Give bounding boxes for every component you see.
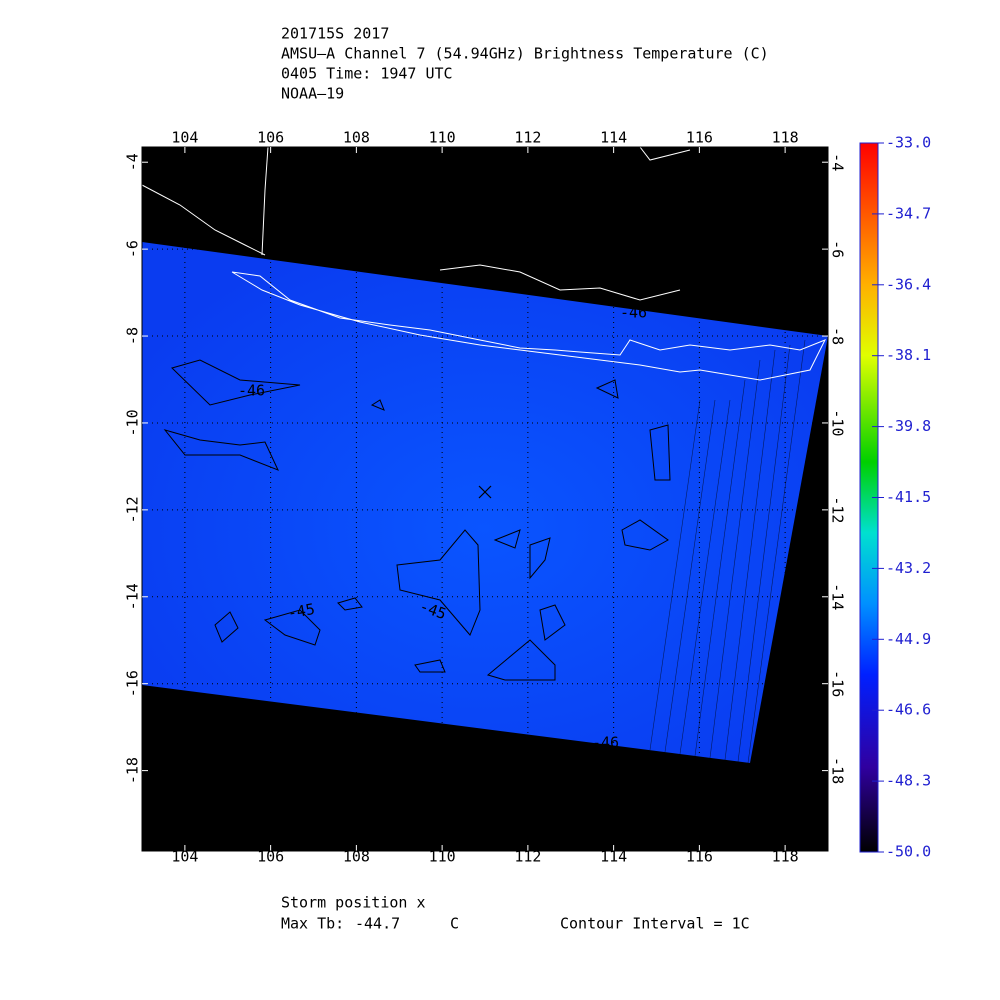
y-tick-label: -8: [124, 327, 142, 345]
y-tick-label: -18: [829, 757, 847, 784]
colorbar-label: -48.3: [886, 772, 931, 790]
y-tick-label: -6: [124, 240, 142, 258]
y-tick-label: -10: [829, 409, 847, 436]
y-tick-label: -14: [829, 583, 847, 610]
y-tick-label: -18: [124, 757, 142, 784]
footer-storm: Storm position x: [281, 894, 426, 912]
storm-marker: [478, 485, 492, 499]
y-tick-label: -10: [124, 409, 142, 436]
x-tick-label: 110: [429, 129, 456, 147]
header-line: 0405 Time: 1947 UTC: [281, 65, 453, 83]
header-line: AMSU–A Channel 7 (54.94GHz) Brightness T…: [281, 45, 769, 63]
header-line: NOAA–19: [281, 85, 344, 103]
swath: [142, 242, 828, 763]
x-tick-label: 108: [343, 129, 370, 147]
colorbar-label: -43.2: [886, 559, 931, 577]
x-tick-label: 112: [514, 848, 541, 866]
contour-label: -46: [620, 304, 647, 322]
header-line: 201715S 2017: [281, 25, 389, 43]
footer-max-value: -44.7: [355, 915, 400, 933]
y-tick-label: -6: [829, 240, 847, 258]
y-tick-label: -16: [829, 670, 847, 697]
contour-label: -46: [238, 382, 265, 400]
colorbar-label: -38.1: [886, 346, 931, 364]
x-tick-label: 118: [772, 848, 799, 866]
colorbar-label: -46.6: [886, 701, 931, 719]
colorbar-label: -39.8: [886, 417, 931, 435]
y-tick-label: -14: [124, 583, 142, 610]
x-tick-label: 118: [772, 129, 799, 147]
x-tick-label: 110: [429, 848, 456, 866]
colorbar-label: -33.0: [886, 134, 931, 152]
colorbar-ticks: -33.0 -34.7 -36.4 -38.1 -39.8 -41.5 -43.2 -44.9…: [872, 134, 931, 861]
footer-max-label: Max Tb:: [281, 915, 344, 933]
footer-contour: Contour Interval = 1C: [560, 915, 750, 933]
contours: [163, 359, 671, 681]
x-tick-label: 106: [257, 848, 284, 866]
x-tick-label: 104: [171, 848, 198, 866]
y-tick-label: -8: [829, 327, 847, 345]
contour-label: -45: [286, 600, 316, 622]
y-tick-label: -12: [124, 496, 142, 523]
colorbar-label: -34.7: [886, 204, 931, 222]
edge-hatching: [649, 339, 806, 764]
x-tick-label: 108: [343, 848, 370, 866]
y-tick-label: -4: [124, 153, 142, 171]
map-frame: [141, 146, 829, 852]
x-tick-label: 114: [600, 129, 627, 147]
y-tick-label: -12: [829, 496, 847, 523]
y-tick-label: -4: [829, 153, 847, 171]
colorbar-label: -41.5: [886, 488, 931, 506]
x-tick-label: 104: [171, 129, 198, 147]
coastline: [141, 146, 827, 381]
contour-label: -46: [592, 734, 619, 752]
x-tick-label: 116: [686, 129, 713, 147]
x-tick-label: 112: [514, 129, 541, 147]
colorbar-label: -44.9: [886, 630, 931, 648]
colorbar-label: -50.0: [886, 843, 931, 861]
colorbar-label: -36.4: [886, 275, 931, 293]
footer-unit: C: [450, 915, 459, 933]
y-tick-label: -16: [124, 670, 142, 697]
x-tick-label: 116: [686, 848, 713, 866]
x-tick-label: 106: [257, 129, 284, 147]
x-tick-label: 114: [600, 848, 627, 866]
